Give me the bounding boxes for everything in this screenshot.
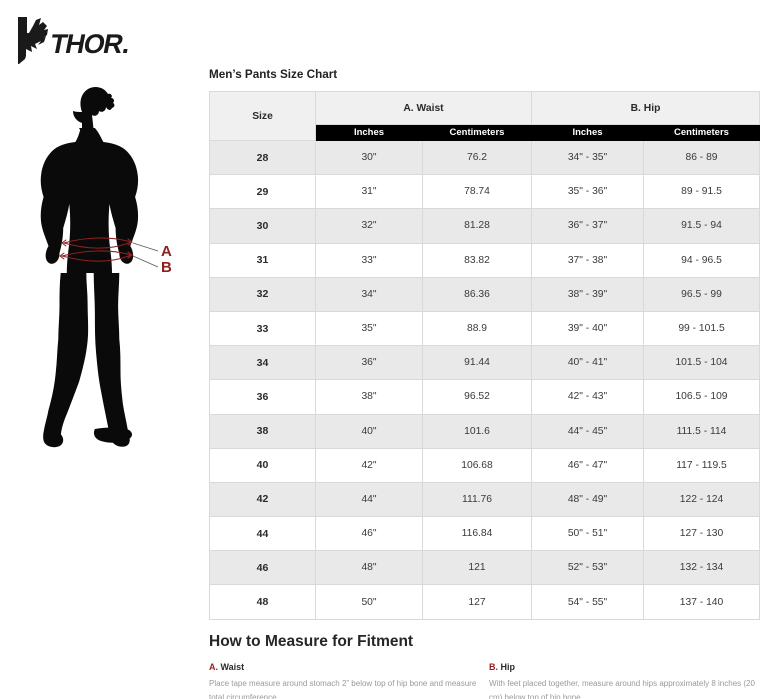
svg-text:THOR.: THOR.: [48, 28, 132, 59]
svg-text:B: B: [161, 259, 172, 276]
svg-text:A: A: [161, 243, 172, 260]
